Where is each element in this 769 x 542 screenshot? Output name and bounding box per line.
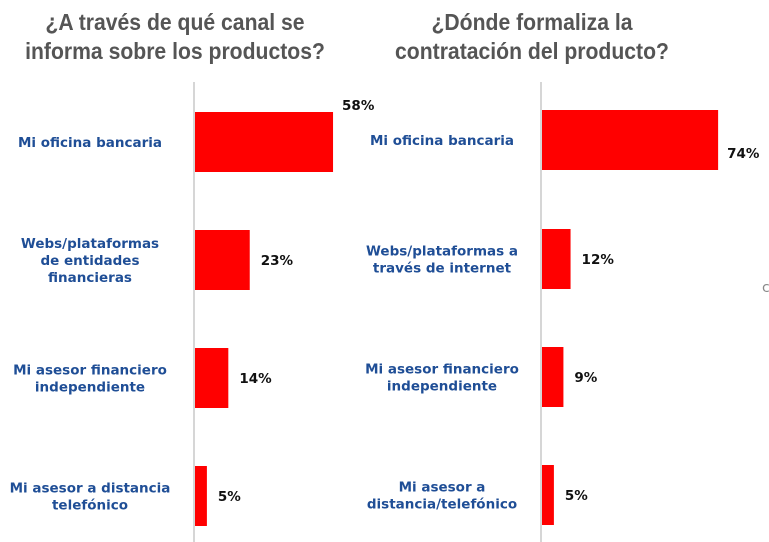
bar bbox=[195, 112, 334, 172]
category-label-line: distancia/telefónico bbox=[367, 497, 517, 513]
value-label: 58% bbox=[342, 98, 375, 114]
bar bbox=[542, 110, 719, 170]
category-label-line: Mi asesor a bbox=[399, 480, 486, 496]
category-label-line: independiente bbox=[387, 379, 497, 395]
category-label-line: Mi asesor financiero bbox=[365, 362, 519, 378]
value-label: 12% bbox=[582, 252, 615, 268]
value-label: 5% bbox=[218, 489, 241, 505]
category-label: Mi oficina bancaria bbox=[18, 135, 162, 151]
edge-text-fragment: c bbox=[762, 280, 769, 296]
category-label: Webs/plataformas a través de internet bbox=[366, 244, 518, 277]
bar bbox=[542, 347, 564, 407]
bar bbox=[195, 466, 207, 526]
bar bbox=[195, 230, 250, 290]
category-label: Webs/plataformas de entidades financieras bbox=[21, 236, 159, 286]
category-label: Mi asesor a distancia/telefónico bbox=[367, 480, 517, 513]
category-label-line: independiente bbox=[35, 380, 145, 396]
category-label-line: través de internet bbox=[373, 261, 512, 277]
value-label: 23% bbox=[261, 253, 294, 269]
category-label-line: Mi oficina bancaria bbox=[18, 135, 162, 151]
bar bbox=[542, 465, 554, 525]
value-label: 14% bbox=[239, 371, 272, 387]
value-label: 74% bbox=[727, 146, 760, 162]
chart-title-right: ¿Dónde formaliza la contratación del pro… bbox=[395, 9, 669, 64]
category-label: Mi oficina bancaria bbox=[370, 133, 514, 149]
category-label-line: financieras bbox=[48, 270, 132, 286]
category-label-line: Mi oficina bancaria bbox=[370, 133, 514, 149]
category-label-line: Mi asesor a distancia bbox=[10, 481, 171, 497]
category-label-line: Mi asesor financiero bbox=[13, 363, 167, 379]
category-label: Mi asesor a distancia telefónico bbox=[10, 481, 171, 514]
chart-title-left: ¿A través de qué canal se informa sobre … bbox=[25, 9, 325, 64]
value-label: 5% bbox=[565, 488, 588, 504]
category-label-line: de entidades bbox=[41, 253, 140, 269]
category-label-line: telefónico bbox=[52, 498, 128, 514]
category-label: Mi asesor financiero independiente bbox=[13, 363, 167, 396]
bar bbox=[195, 348, 229, 408]
category-label-line: Webs/plataformas bbox=[21, 236, 159, 252]
category-label: Mi asesor financiero independiente bbox=[365, 362, 519, 395]
bar bbox=[542, 229, 571, 289]
category-label-line: Webs/plataformas a bbox=[366, 244, 518, 260]
value-label: 9% bbox=[574, 370, 597, 386]
